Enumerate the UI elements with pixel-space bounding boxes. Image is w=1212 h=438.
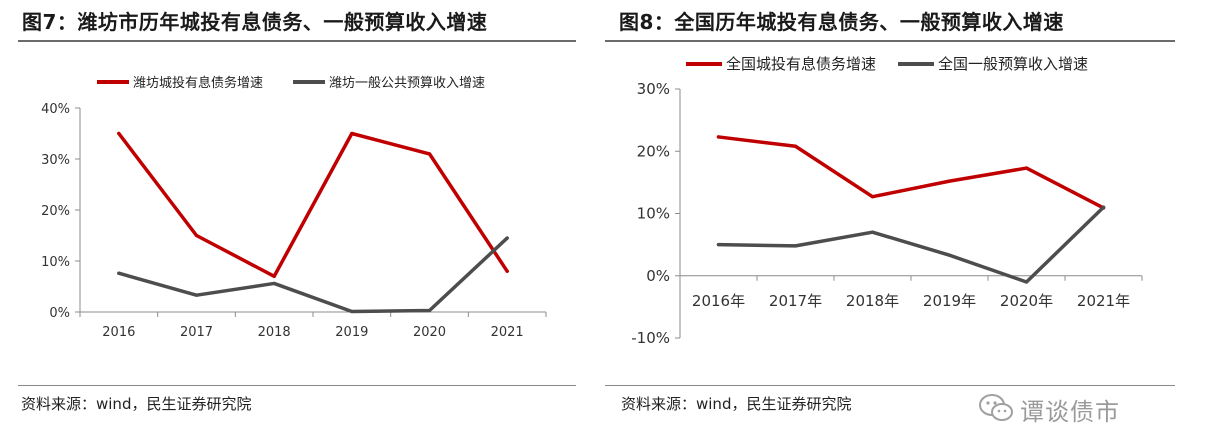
data-point bbox=[272, 281, 276, 286]
x-tick-label: 2020年 bbox=[1000, 292, 1053, 310]
wechat-icon bbox=[979, 394, 1013, 421]
y-tick-label: 20% bbox=[637, 142, 670, 160]
watermark-text: 谭谈债市 bbox=[1020, 398, 1120, 426]
data-point bbox=[870, 195, 875, 199]
title-rule bbox=[605, 40, 1175, 42]
x-tick-label: 2019年 bbox=[923, 292, 976, 310]
x-tick-label: 2016年 bbox=[692, 292, 745, 310]
data-point bbox=[870, 230, 875, 234]
data-point bbox=[793, 244, 798, 248]
y-tick-label: 40% bbox=[41, 102, 70, 117]
y-tick-label: 30% bbox=[41, 153, 70, 168]
data-point bbox=[350, 309, 354, 314]
line-chart-national: -10% 0% 10% 20% 30% 2016年 2017年 2018年 2019年 2020年… bbox=[631, 55, 1143, 347]
data-point bbox=[194, 293, 199, 297]
data-point bbox=[793, 144, 798, 148]
data-point bbox=[272, 274, 276, 278]
legend-label: 潍坊城投有息债务增速 bbox=[133, 75, 263, 91]
y-tick-label: 10% bbox=[637, 205, 670, 223]
data-point bbox=[947, 253, 952, 257]
data-point bbox=[716, 243, 721, 247]
data-point bbox=[505, 236, 509, 240]
x-tick-label: 2017年 bbox=[769, 292, 822, 310]
chart-panel-weifang: 图7：潍坊市历年城投有息债务、一般预算收入增速 0% 10% 20% 30% 40% 20… bbox=[0, 0, 600, 438]
data-point bbox=[350, 131, 354, 136]
data-point bbox=[716, 135, 721, 139]
legend-label: 全国城投有息债务增速 bbox=[726, 55, 876, 73]
data-point bbox=[505, 269, 509, 273]
data-point bbox=[117, 271, 121, 275]
data-point bbox=[1024, 166, 1029, 170]
chart-panel-national: 图8：全国历年城投有息债务、一般预算收入增速 -10% 0% 10% 20% 30% 20… bbox=[600, 0, 1212, 438]
watermark: 谭谈债市 bbox=[978, 390, 1178, 426]
source-rule bbox=[18, 385, 576, 386]
x-tick-label: 2020 bbox=[413, 325, 446, 340]
legend-label: 全国一般预算收入增速 bbox=[938, 55, 1088, 73]
x-tick-label: 2018年 bbox=[846, 292, 899, 310]
chart-title: 图7：潍坊市历年城投有息债务、一般预算收入增速 bbox=[22, 10, 488, 34]
data-point bbox=[1101, 205, 1106, 209]
data-point bbox=[427, 152, 432, 156]
y-tick-label: 30% bbox=[637, 80, 670, 98]
x-tick-label: 2019 bbox=[335, 325, 368, 340]
y-tick-label: 20% bbox=[41, 204, 70, 219]
line-chart-weifang: 0% 10% 20% 30% 40% 2016 2017 2018 2019 2020 2021 潍坊… bbox=[41, 75, 547, 340]
data-point bbox=[427, 308, 432, 313]
x-tick-label: 2021年 bbox=[1077, 292, 1130, 310]
source-note: 资料来源：wind，民生证券研究院 bbox=[621, 395, 852, 413]
series-line-2 bbox=[716, 205, 1106, 284]
chart-title: 图8：全国历年城投有息债务、一般预算收入增速 bbox=[619, 10, 1064, 34]
y-tick-label: 0% bbox=[49, 306, 70, 321]
y-tick-label: 0% bbox=[646, 267, 670, 285]
series-line-2 bbox=[117, 236, 509, 314]
x-tick-label: 2018 bbox=[258, 325, 291, 340]
series-line-1 bbox=[117, 131, 509, 279]
data-point bbox=[947, 179, 952, 183]
x-tick-label: 2021 bbox=[491, 325, 524, 340]
data-point bbox=[1024, 280, 1029, 284]
title-rule bbox=[18, 40, 576, 42]
source-note: 资料来源：wind，民生证券研究院 bbox=[21, 395, 252, 413]
x-tick-label: 2017 bbox=[180, 325, 213, 340]
legend-label: 潍坊一般公共预算收入增速 bbox=[329, 75, 485, 91]
y-tick-label: -10% bbox=[631, 329, 670, 347]
y-tick-label: 10% bbox=[41, 255, 70, 270]
data-point bbox=[194, 233, 199, 238]
x-tick-label: 2016 bbox=[102, 325, 135, 340]
source-rule bbox=[605, 385, 1175, 386]
data-point bbox=[117, 131, 121, 136]
series-line-1 bbox=[716, 135, 1106, 210]
